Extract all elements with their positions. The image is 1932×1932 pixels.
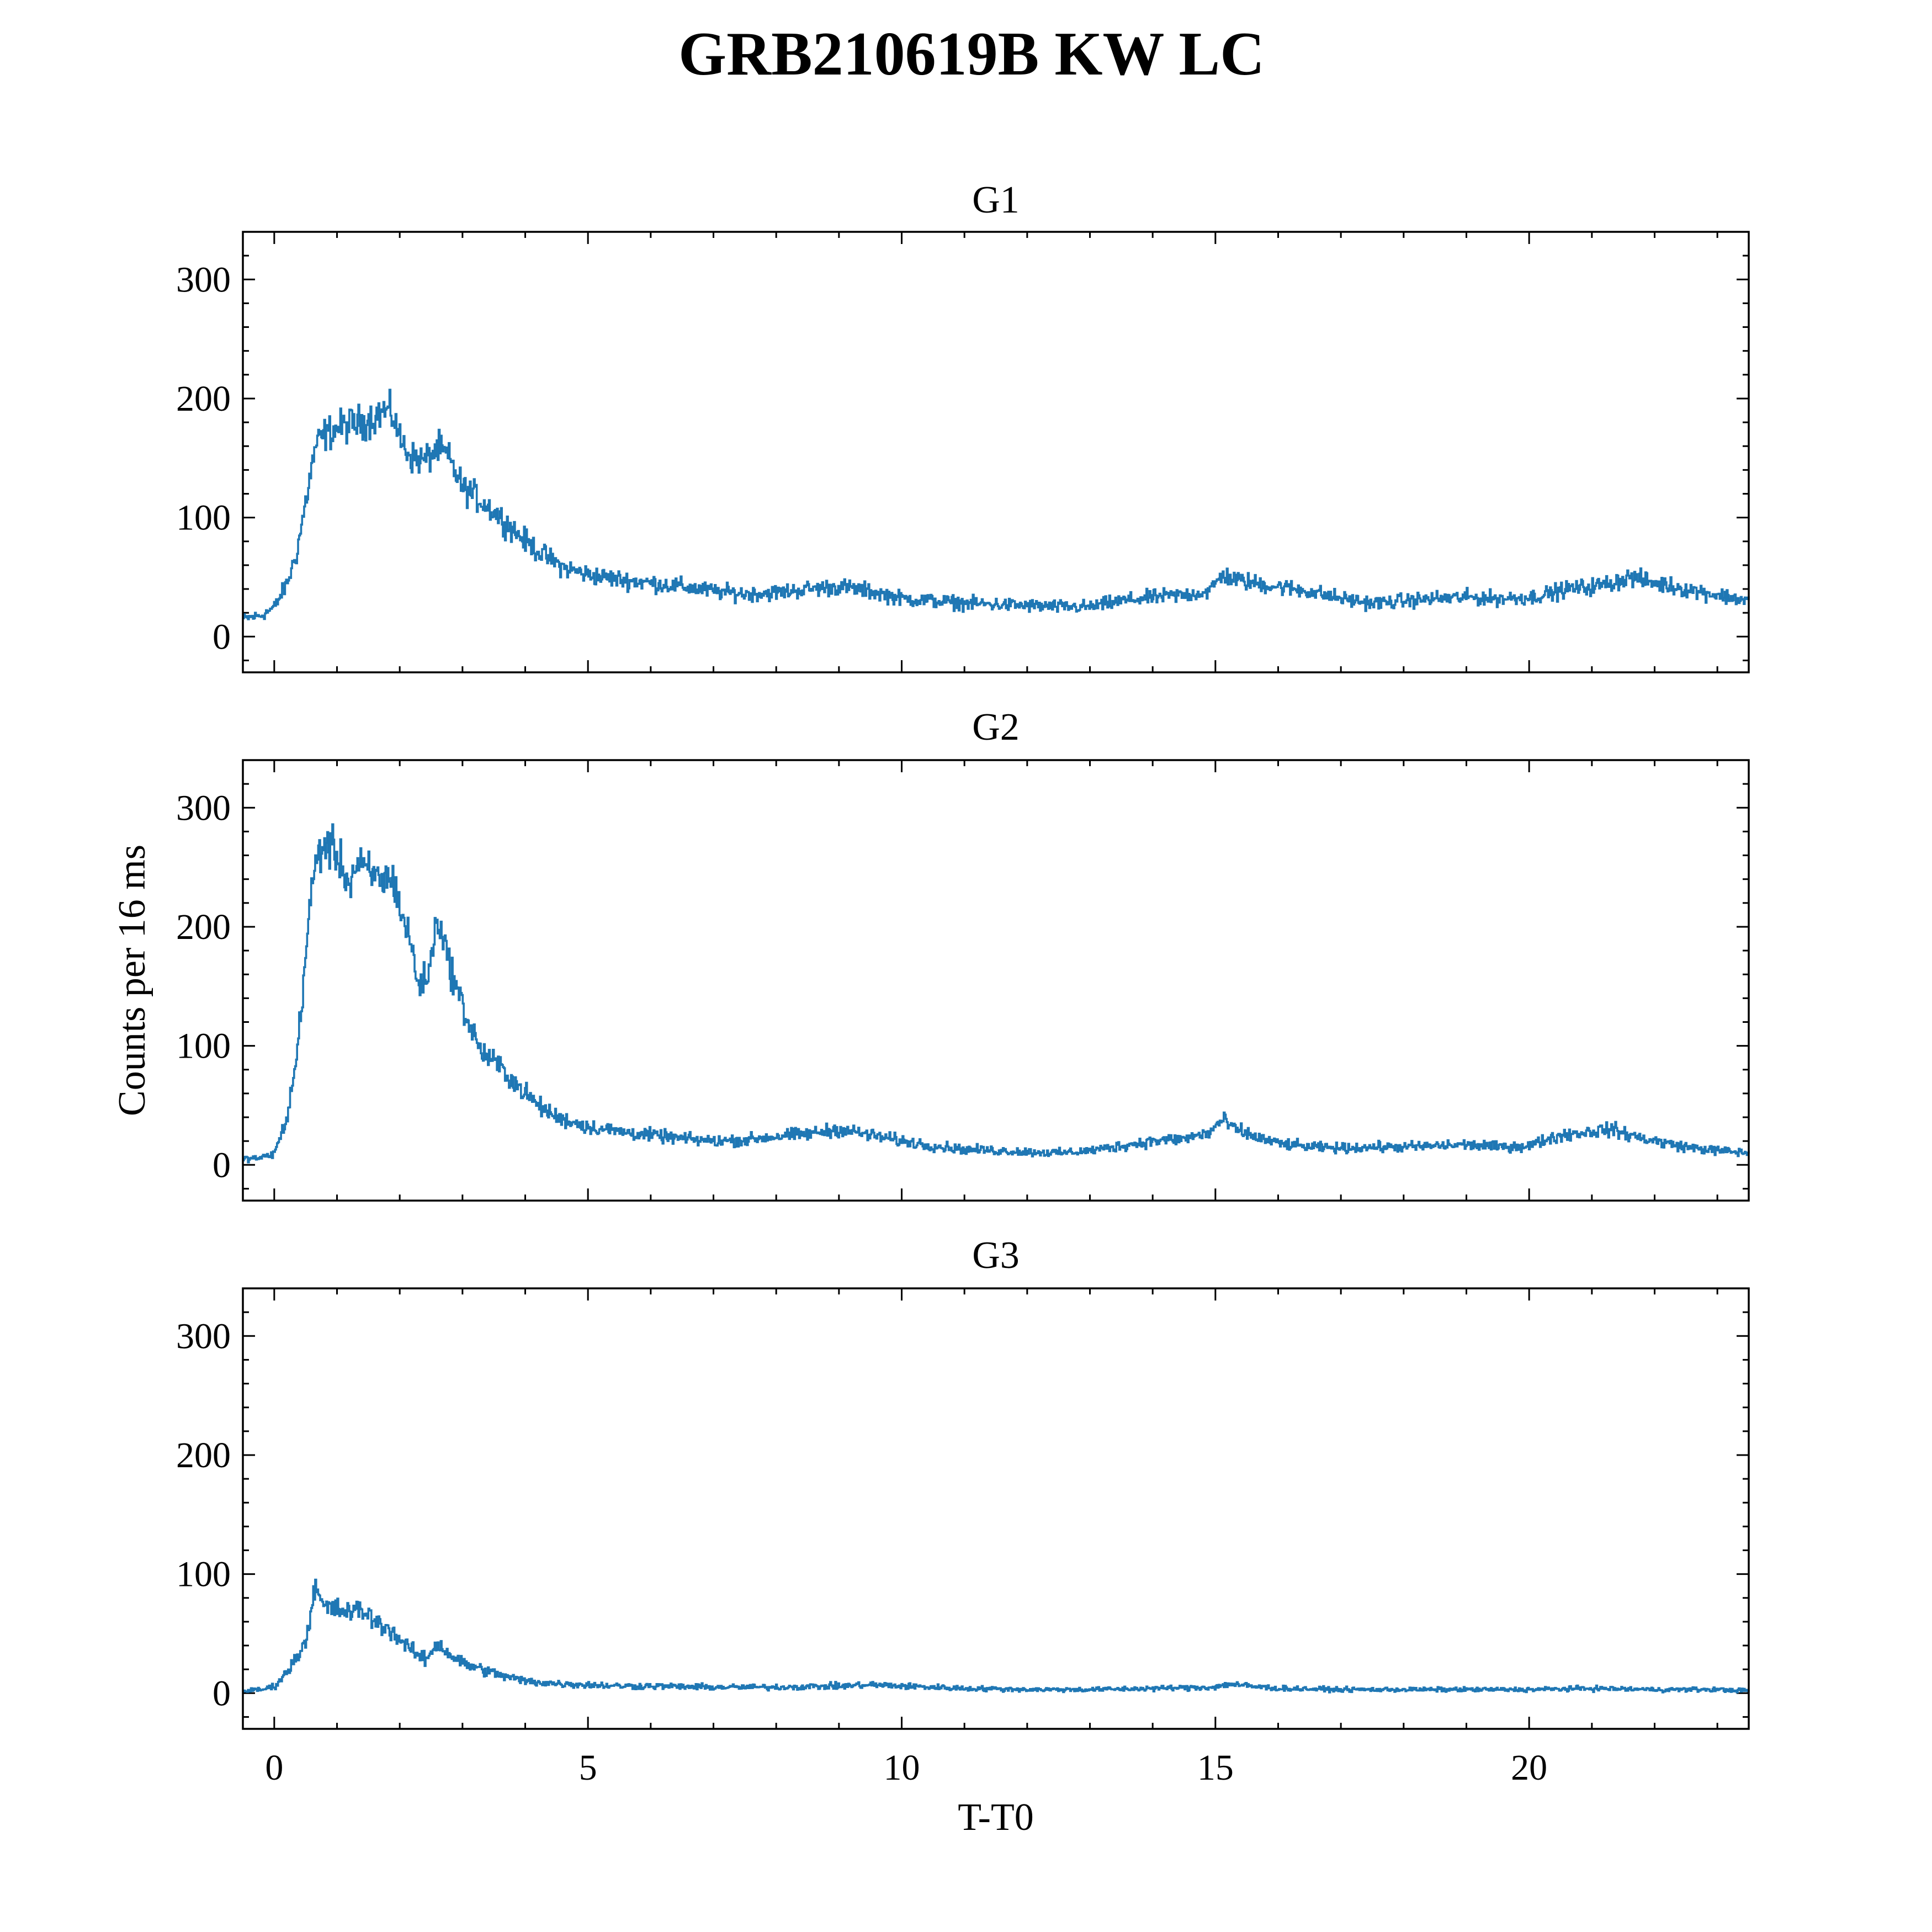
panel-g3: G3 0 100 200 300 0 5 10 15 20 [176, 1234, 1750, 1788]
x-tick-label: 10 [884, 1748, 920, 1788]
x-tick-label: 0 [265, 1748, 283, 1788]
panel-g2-ticks: 0 100 200 300 [176, 759, 1749, 1201]
x-tick-label: 5 [579, 1748, 597, 1788]
y-tick-label: 300 [176, 788, 231, 828]
panel-title-g2: G2 [972, 706, 1020, 749]
panel-title-g3: G3 [972, 1234, 1020, 1277]
y-tick-label: 300 [176, 1316, 231, 1356]
y-tick-label: 100 [176, 498, 231, 538]
series-line-g2 [243, 823, 1750, 1164]
x-tick-label: 15 [1197, 1748, 1234, 1788]
y-tick-label: 200 [176, 1435, 231, 1475]
figure-title: GRB210619B KW LC [678, 20, 1265, 88]
y-tick-label: 0 [213, 617, 231, 657]
panel-g1: G1 0 100 200 300 [176, 179, 1750, 673]
y-tick-label: 200 [176, 907, 231, 947]
y-tick-label: 200 [176, 379, 231, 419]
y-tick-label: 100 [176, 1026, 231, 1066]
axes-frame-g1 [242, 231, 1750, 673]
panel-g1-ticks: 0 100 200 300 [176, 231, 1749, 672]
series-line-g3 [243, 1578, 1750, 1694]
y-axis-label: Counts per 16 ms [111, 845, 153, 1116]
y-tick-label: 300 [176, 259, 231, 300]
panel-title-g1: G1 [972, 179, 1020, 221]
y-tick-label: 0 [213, 1145, 231, 1185]
axes-frame-g2 [242, 759, 1750, 1202]
x-tick-label: 20 [1511, 1748, 1547, 1788]
y-tick-label: 0 [213, 1673, 231, 1713]
panel-g2: G2 0 100 200 300 [176, 706, 1750, 1202]
axes-frame-g3 [242, 1287, 1750, 1730]
x-axis-label: T-T0 [958, 1796, 1033, 1839]
series-line-g1 [243, 389, 1750, 620]
panel-g3-ticks: 0 100 200 300 0 5 10 15 20 [176, 1287, 1749, 1788]
y-tick-label: 100 [176, 1554, 231, 1595]
